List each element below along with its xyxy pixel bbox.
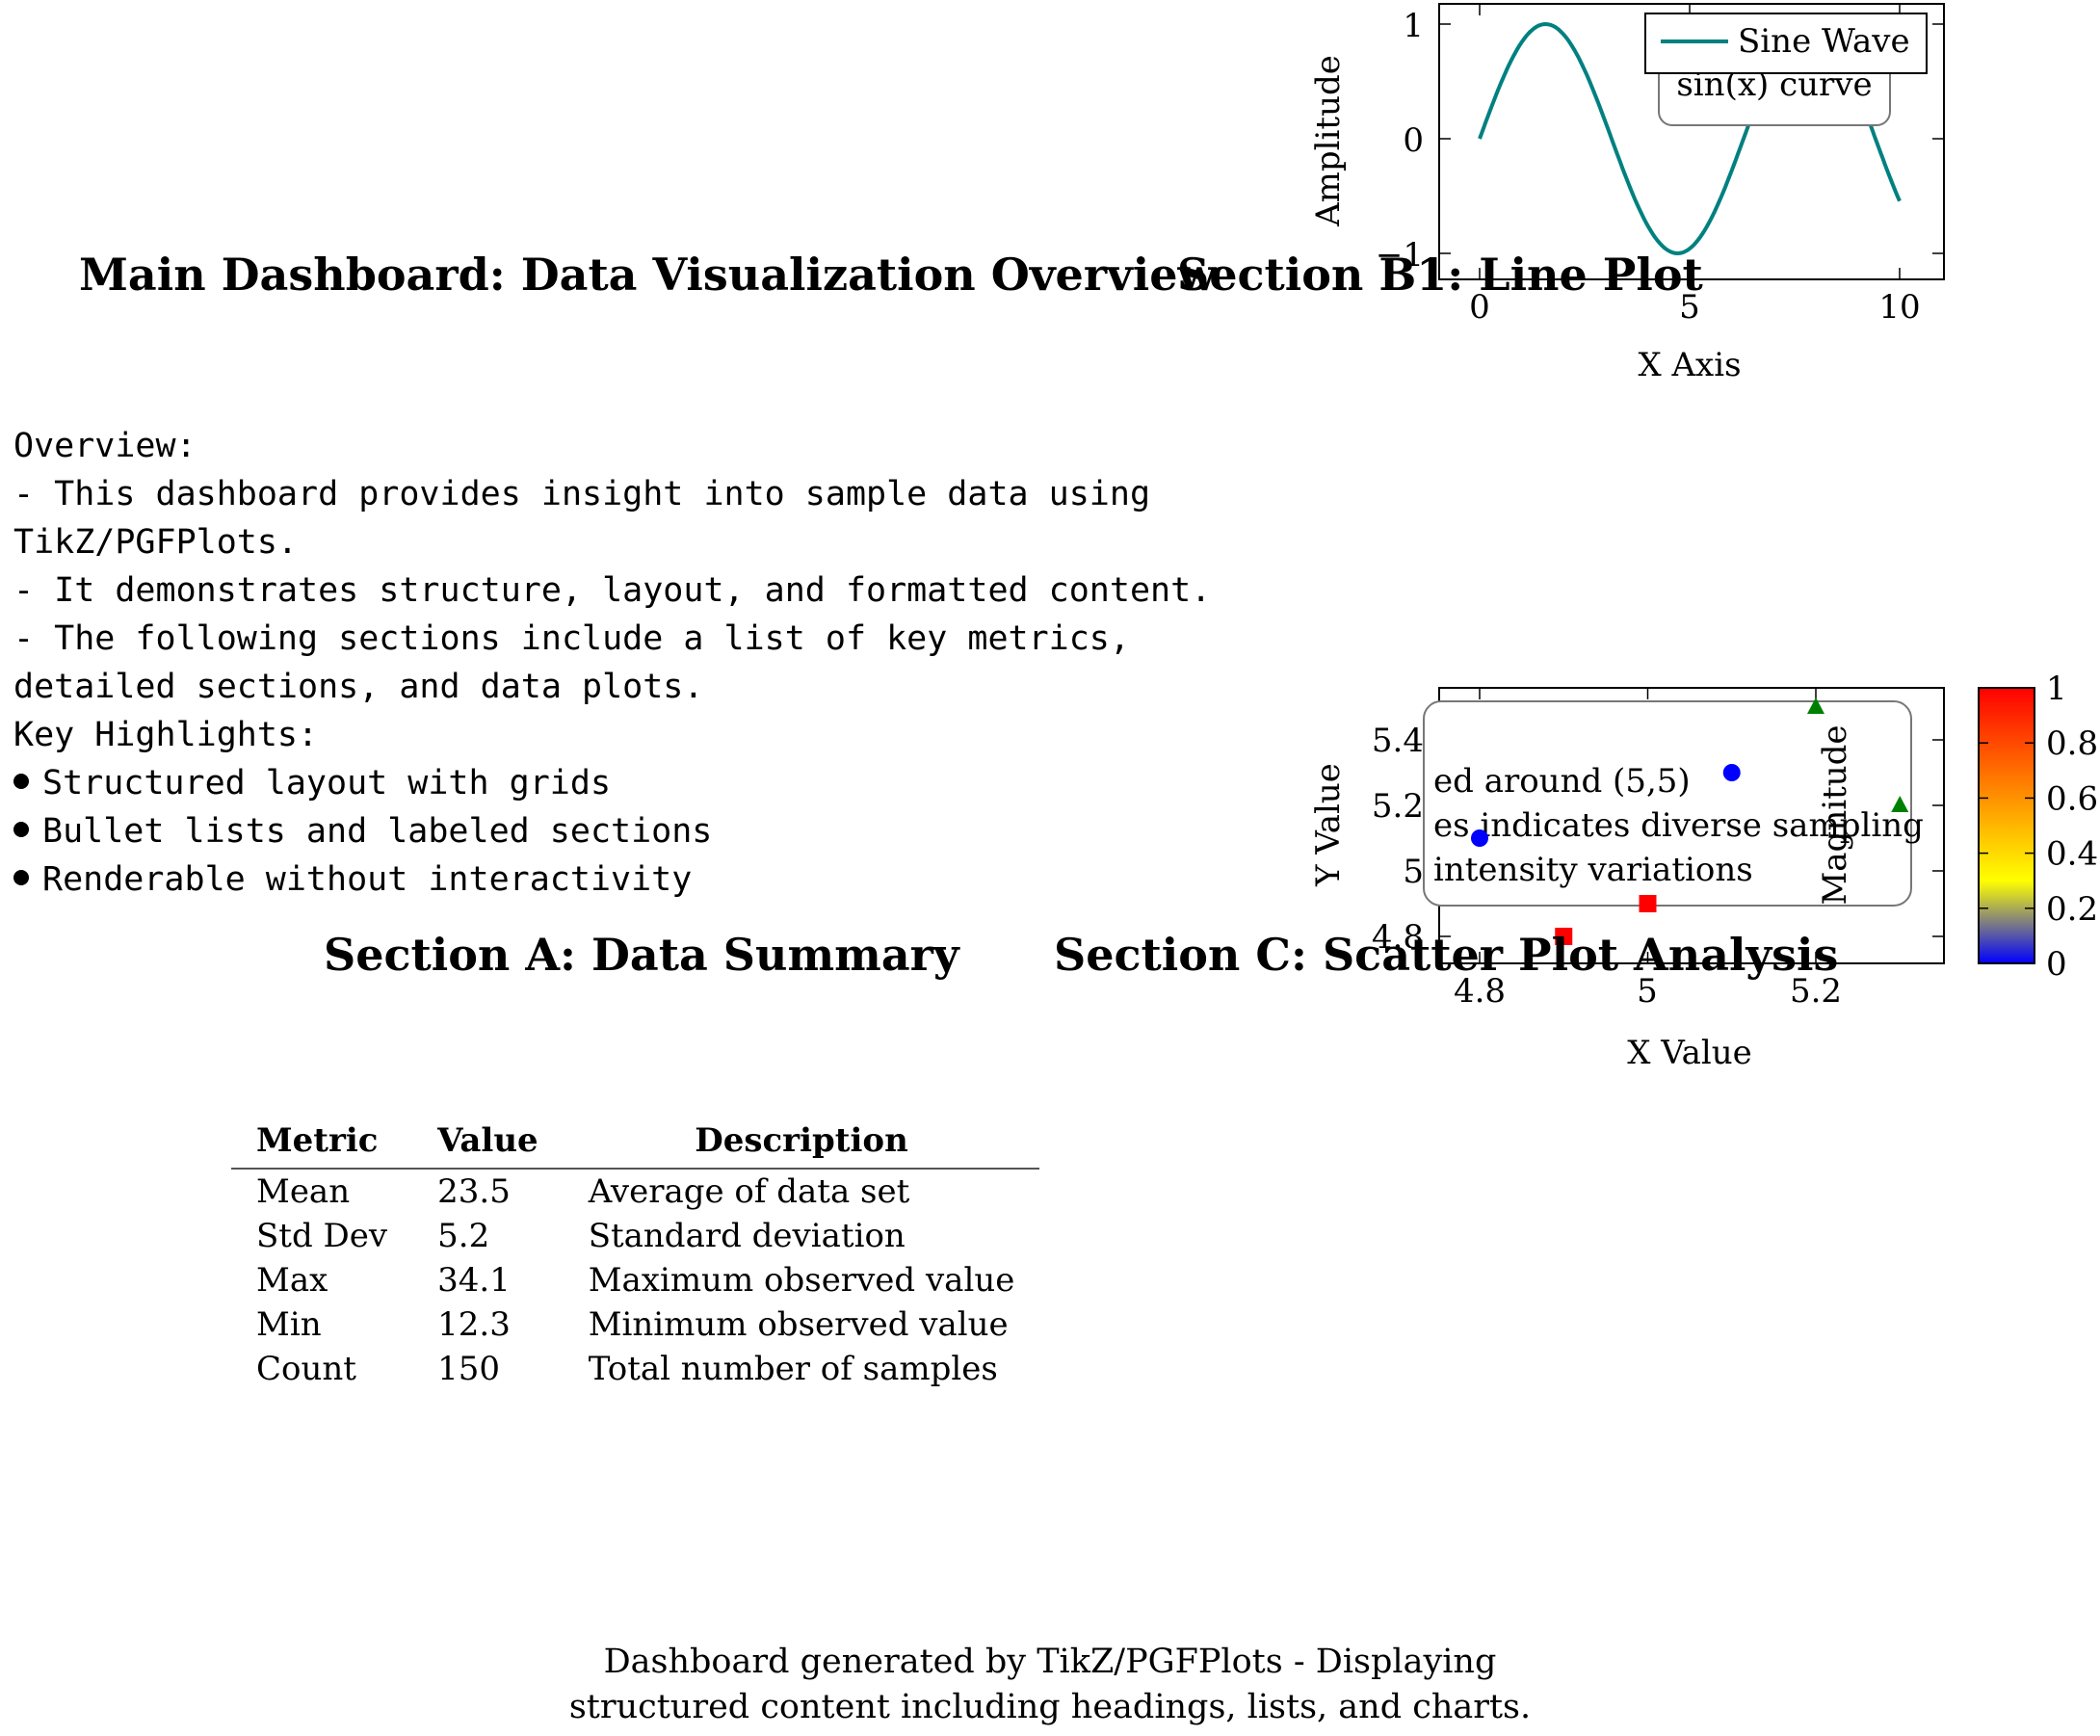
line-tick-label-x: 5 xyxy=(1679,288,1700,327)
table-row: Std Dev 5.2 Standard deviation xyxy=(231,1214,1039,1258)
overview-line: - The following sections include a list … xyxy=(13,619,1130,658)
table-row: Max 34.1 Maximum observed value xyxy=(231,1258,1039,1302)
scatter-annotation-line: ed around (5,5) xyxy=(1433,762,1691,801)
bullet-icon xyxy=(13,822,29,837)
scatter-tick-label-x: 4.8 xyxy=(1454,972,1506,1011)
section-b1-title: Section B1: Line Plot xyxy=(1177,249,1703,301)
colorbar-tick-label: 0.8 xyxy=(2046,724,2098,763)
line-y-axis-label: Amplitude xyxy=(1309,55,1348,227)
scatter-point-circle xyxy=(1722,764,1741,781)
colorbar-tick-label: 0.4 xyxy=(2046,835,2098,874)
colorbar-tick-label: 0.6 xyxy=(2046,779,2098,818)
scatter-tick-label-x: 5 xyxy=(1637,972,1658,1011)
line-plot-frame xyxy=(1438,3,1945,280)
overview-text: Overview: - This dashboard provides insi… xyxy=(13,422,1211,904)
footer-line: Dashboard generated by TikZ/PGFPlots - D… xyxy=(603,1643,1497,1681)
main-title: Main Dashboard: Data Visualization Overv… xyxy=(79,249,1217,301)
table-cell: Max xyxy=(256,1261,328,1300)
scatter-tick-label-y: 5.2 xyxy=(1372,787,1424,826)
line-tick-label-y: 0 xyxy=(1403,121,1424,160)
scatter-tick-label-y: 4.8 xyxy=(1372,918,1424,957)
line-tick-label-y: −1 xyxy=(1376,236,1424,275)
column-header-metric: Metric xyxy=(231,1118,413,1170)
table-cell: Maximum observed value xyxy=(588,1261,1015,1300)
scatter-point-square xyxy=(1555,928,1573,945)
bullet-icon xyxy=(13,870,29,885)
table-cell: Count xyxy=(256,1350,356,1388)
table-cell: 23.5 xyxy=(437,1172,511,1211)
scatter-annotation-line: intensity variations xyxy=(1433,851,1753,889)
colorbar-ticks: 0 0.2 0.4 0.6 0.8 1 xyxy=(1979,670,2098,984)
scatter-annotation-line: es indicates diverse sampling xyxy=(1433,806,1924,845)
highlight-item: Structured layout with grids xyxy=(13,759,1211,807)
table-cell: 5.2 xyxy=(437,1217,490,1255)
data-summary-table: Metric Value Description Mean 23.5 Avera… xyxy=(231,1118,1040,1391)
table-header-row: Metric Value Description xyxy=(231,1118,1040,1170)
table-cell: Standard deviation xyxy=(588,1217,906,1255)
column-header-description: Description xyxy=(563,1118,1040,1170)
table-cell: 12.3 xyxy=(437,1305,511,1344)
line-chart: 0 5 10 −1 0 1 X Axis Amplitude sin(x) cu… xyxy=(1309,3,1945,384)
overview-line: - This dashboard provides insight into s… xyxy=(13,475,1151,513)
table-row: Mean 23.5 Average of data set xyxy=(231,1169,1039,1214)
column-header-value: Value xyxy=(412,1118,564,1170)
table-row: Count 150 Total number of samples xyxy=(231,1347,1039,1391)
table-cell: Std Dev xyxy=(256,1217,388,1255)
colorbar-tick-label: 0 xyxy=(2046,945,2067,984)
footer: Dashboard generated by TikZ/PGFPlots - D… xyxy=(0,1640,2100,1730)
line-tick-label-x: 10 xyxy=(1878,288,1920,327)
table-cell: Minimum observed value xyxy=(588,1305,1009,1344)
overview-line: TikZ/PGFPlots. xyxy=(13,523,299,562)
scatter-y-axis-label: Y Value xyxy=(1309,763,1348,887)
scatter-point-circle xyxy=(1471,829,1488,847)
footer-line: structured content including headings, l… xyxy=(568,1688,1532,1726)
table-cell: Total number of samples xyxy=(588,1350,998,1388)
colorbar xyxy=(1978,687,2035,964)
highlight-item: Renderable without interactivity xyxy=(13,855,1211,904)
scatter-tick-label-y: 5 xyxy=(1403,853,1424,891)
legend-label: Sine Wave xyxy=(1738,22,1910,61)
line-x-axis-label: X Axis xyxy=(1638,346,1741,384)
scatter-point-square xyxy=(1639,895,1657,912)
colorbar-tick-label: 0.2 xyxy=(2046,890,2098,929)
overview-line: detailed sections, and data plots. xyxy=(13,668,704,706)
table-row: Min 12.3 Minimum observed value xyxy=(231,1302,1039,1347)
table-cell: Min xyxy=(256,1305,322,1344)
table-cell: Average of data set xyxy=(588,1172,910,1211)
scatter-x-axis-label: X Value xyxy=(1627,1034,1752,1072)
scatter-tick-label-x: 5.2 xyxy=(1790,972,1842,1011)
highlights-heading: Key Highlights: xyxy=(13,716,319,754)
scatter-points xyxy=(1471,697,1909,945)
section-a-title: Section A: Data Summary xyxy=(324,929,959,981)
scatter-tick-label-y: 5.4 xyxy=(1372,722,1424,760)
table-cell: Mean xyxy=(256,1172,351,1211)
scatter-annotation-box xyxy=(1423,700,1912,907)
line-tick-label-y: 1 xyxy=(1403,7,1424,45)
overview-line: Overview: xyxy=(13,427,197,465)
section-c-title: Section C: Scatter Plot Analysis xyxy=(1054,929,1839,981)
highlight-item: Bullet lists and labeled sections xyxy=(13,807,1211,855)
line-tick-label-x: 0 xyxy=(1469,288,1490,327)
colorbar-label: Magnitude xyxy=(1816,724,1854,905)
overview-line: - It demonstrates structure, layout, and… xyxy=(13,571,1212,610)
colorbar-tick-label: 1 xyxy=(2046,670,2067,708)
table-cell: 34.1 xyxy=(437,1261,511,1300)
scatter-chart: ed around (5,5) es indicates diverse sam… xyxy=(1309,670,2098,1072)
scatter-point-triangle xyxy=(1891,796,1909,812)
bullet-icon xyxy=(13,774,29,789)
scatter-point-triangle xyxy=(1807,697,1824,714)
table-cell: 150 xyxy=(437,1350,501,1388)
